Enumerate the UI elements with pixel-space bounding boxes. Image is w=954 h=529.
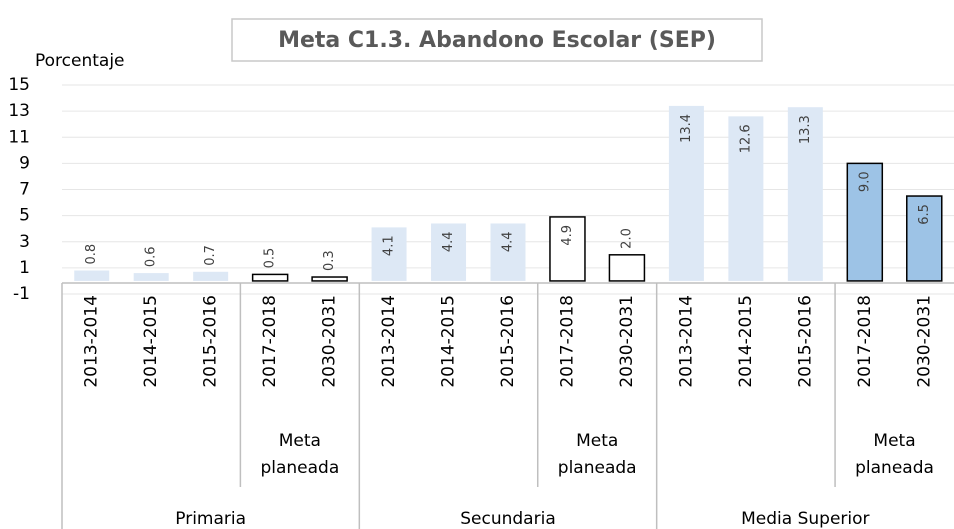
data-label: 0.3: [322, 250, 337, 271]
x-tick-label: 2015-2016: [201, 295, 221, 388]
chart-title: Meta C1.3. Abandono Escolar (SEP): [278, 28, 716, 53]
x-tick-label: 2017-2018: [855, 295, 875, 388]
y-tick-label: 9: [19, 153, 30, 173]
x-tick-label: 2030-2031: [617, 295, 637, 388]
data-label: 0.5: [263, 248, 278, 269]
data-label: 4.4: [501, 231, 516, 252]
bar: [371, 227, 407, 281]
y-tick-label: 1: [19, 258, 30, 278]
bar: [728, 116, 764, 281]
bar: [311, 276, 348, 282]
data-label: 12.6: [738, 124, 753, 153]
x-tick-label: 2014-2015: [141, 295, 161, 388]
bar: [846, 162, 884, 282]
y-tick-label: 7: [19, 180, 30, 200]
data-label: 0.7: [203, 245, 218, 266]
x-tick-label: 2013-2014: [676, 295, 696, 388]
data-label: 2.0: [619, 228, 634, 249]
bar: [549, 216, 586, 282]
data-label: 0.6: [144, 246, 159, 267]
data-label: 13.4: [679, 114, 694, 143]
x-tick-label: 2030-2031: [914, 295, 934, 388]
y-tick-label: 3: [19, 232, 30, 252]
data-label: 4.4: [441, 231, 456, 252]
x-tick-label: 2015-2016: [795, 295, 815, 388]
data-label: 6.5: [917, 204, 932, 225]
data-label: 13.3: [798, 115, 813, 144]
bar: [431, 223, 467, 281]
y-tick-label: 5: [19, 206, 30, 226]
bar: [133, 273, 169, 281]
bar: [668, 105, 704, 281]
x-tick-label: 2014-2015: [439, 295, 459, 388]
x-tick-label: 2030-2031: [320, 295, 340, 388]
bar: [74, 270, 110, 281]
bar: [787, 107, 823, 281]
title-box: [231, 18, 763, 62]
group-label: Secundaria: [460, 509, 555, 529]
bar: [490, 223, 526, 281]
x-tick-label: 2013-2014: [379, 295, 399, 388]
y-tick-label: 15: [8, 75, 30, 95]
data-label: 0.8: [84, 244, 99, 265]
group-label: Media Superior: [741, 509, 869, 529]
data-label: 4.1: [382, 235, 397, 256]
y-tick-label: -1: [13, 284, 30, 304]
bar: [906, 195, 943, 282]
subgroup-label: Meta planeada: [855, 431, 934, 478]
subgroup-label: Meta planeada: [557, 431, 637, 478]
y-tick-label: 11: [8, 127, 30, 147]
x-tick-label: 2014-2015: [736, 295, 756, 388]
bar: [608, 254, 646, 282]
subgroup-label: Meta planeada: [260, 431, 340, 478]
x-tick-label: 2017-2018: [557, 295, 577, 388]
x-tick-label: 2017-2018: [260, 295, 280, 388]
group-label: Primaria: [175, 509, 246, 529]
bar: [193, 271, 229, 281]
data-label: 9.0: [857, 171, 872, 192]
x-tick-label: 2015-2016: [498, 295, 518, 388]
bar: [251, 273, 289, 282]
y-axis-label: Porcentaje: [35, 51, 125, 71]
data-label: 4.9: [560, 225, 575, 246]
x-tick-label: 2013-2014: [82, 295, 102, 388]
y-tick-label: 13: [8, 101, 30, 121]
